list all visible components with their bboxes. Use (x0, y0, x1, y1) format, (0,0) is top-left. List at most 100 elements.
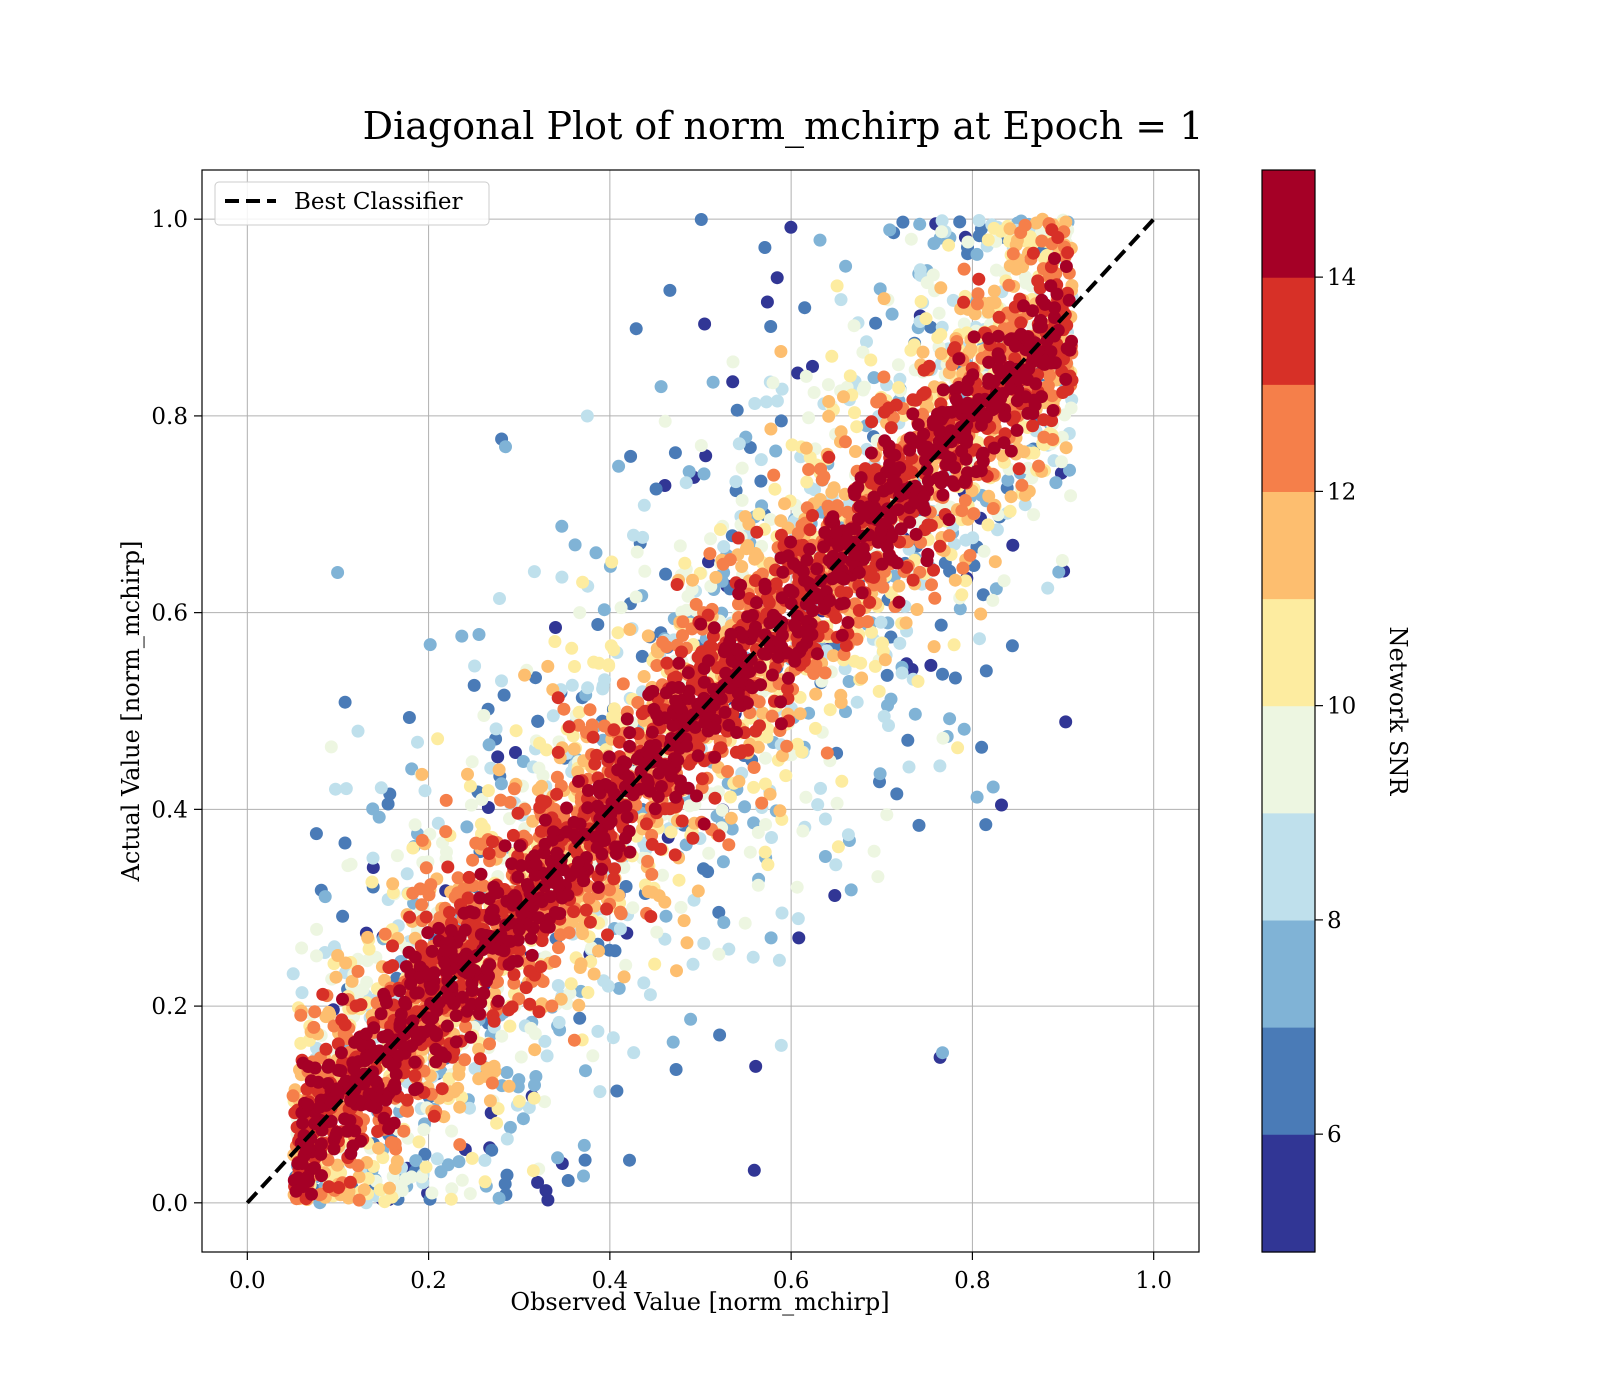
scatter-point (523, 964, 537, 978)
scatter-point (748, 397, 762, 410)
scatter-point (855, 671, 869, 685)
scatter-point (1055, 554, 1069, 567)
scatter-point (551, 745, 565, 759)
scatter-point (820, 746, 834, 760)
scatter-point (424, 878, 438, 892)
scatter-point (531, 714, 545, 728)
scatter-point (611, 763, 625, 777)
scatter-point (397, 1124, 411, 1138)
scatter-point (473, 1052, 487, 1066)
scatter-point (847, 319, 861, 333)
scatter-point (321, 1060, 335, 1074)
scatter-point (643, 988, 657, 1002)
scatter-point (334, 1046, 348, 1060)
scatter-point (408, 1055, 422, 1069)
scatter-point (672, 873, 686, 887)
scatter-point (540, 1049, 554, 1063)
scatter-point (771, 650, 785, 664)
scatter-point (868, 659, 882, 673)
scatter-point (989, 263, 1003, 277)
scatter-point (934, 281, 948, 295)
scatter-point (920, 276, 934, 290)
scatter-point (967, 330, 981, 344)
scatter-point (434, 1165, 448, 1179)
scatter-point (532, 1005, 546, 1019)
scatter-point (636, 530, 650, 544)
scatter-point (764, 422, 778, 436)
scatter-point (971, 287, 985, 301)
scatter-point (796, 824, 810, 838)
scatter-point (834, 425, 848, 439)
scatter-point (1005, 639, 1019, 653)
scatter-point (936, 731, 950, 745)
scatter-point (331, 1063, 345, 1077)
scatter-point (533, 736, 547, 750)
scatter-point (516, 1112, 530, 1126)
scatter-point (925, 578, 938, 592)
scatter-point (469, 836, 483, 850)
scatter-point (659, 909, 673, 923)
scatter-point (629, 322, 643, 336)
scatter-point (924, 519, 938, 532)
scatter-point (972, 272, 986, 286)
scatter-point (357, 1183, 371, 1197)
scatter-point (572, 705, 586, 719)
scatter-point (697, 817, 711, 831)
scatter-point (834, 293, 848, 307)
scatter-point (673, 539, 687, 553)
scatter-point (768, 482, 782, 496)
scatter-point (933, 539, 947, 553)
scatter-point (601, 928, 614, 942)
scatter-point (329, 782, 342, 796)
scatter-point (419, 861, 433, 875)
scatter-point (975, 740, 989, 754)
scatter-point (473, 891, 487, 905)
scatter-point (717, 540, 731, 554)
scatter-point (478, 1175, 492, 1189)
scatter-point (309, 827, 323, 841)
scatter-point (1064, 489, 1078, 503)
scatter-point (765, 709, 779, 723)
scatter-point (880, 668, 894, 682)
scatter-point (492, 763, 506, 777)
scatter-point (613, 905, 627, 919)
scatter-point (750, 596, 763, 610)
scatter-point (916, 407, 929, 421)
scatter-point (573, 606, 587, 620)
scatter-point (468, 659, 482, 673)
scatter-point (961, 235, 975, 249)
scatter-point (717, 916, 731, 929)
chart-title: Diagonal Plot of norm_mchirp at Epoch = … (363, 104, 1204, 149)
scatter-point (873, 392, 887, 406)
scatter-point (949, 393, 963, 407)
scatter-point (675, 645, 688, 659)
scatter-point (780, 739, 794, 753)
scatter-point (493, 592, 506, 605)
scatter-point (809, 687, 823, 701)
scatter-point (619, 831, 632, 845)
scatter-point (822, 409, 836, 423)
scatter-point (818, 812, 832, 826)
scatter-point (791, 526, 805, 540)
scatter-point (1035, 234, 1049, 248)
scatter-point (877, 370, 891, 384)
scatter-point (961, 466, 974, 480)
scatter-point (567, 828, 581, 842)
scatter-point (694, 213, 708, 226)
scatter-point (988, 296, 1002, 310)
scatter-point (948, 573, 962, 587)
scatter-point (319, 1010, 333, 1024)
scatter-point (884, 692, 898, 706)
scatter-point (880, 540, 894, 554)
scatter-point (512, 1094, 526, 1108)
scatter-point (338, 695, 352, 709)
scatter-point (481, 784, 495, 798)
scatter-point (572, 718, 586, 732)
scatter-point (627, 1046, 641, 1060)
scatter-point (684, 1012, 698, 1026)
scatter-point (393, 984, 407, 998)
scatter-point (1032, 459, 1046, 473)
scatter-point (659, 567, 673, 581)
scatter-point (873, 472, 887, 485)
scatter-point (525, 948, 539, 962)
